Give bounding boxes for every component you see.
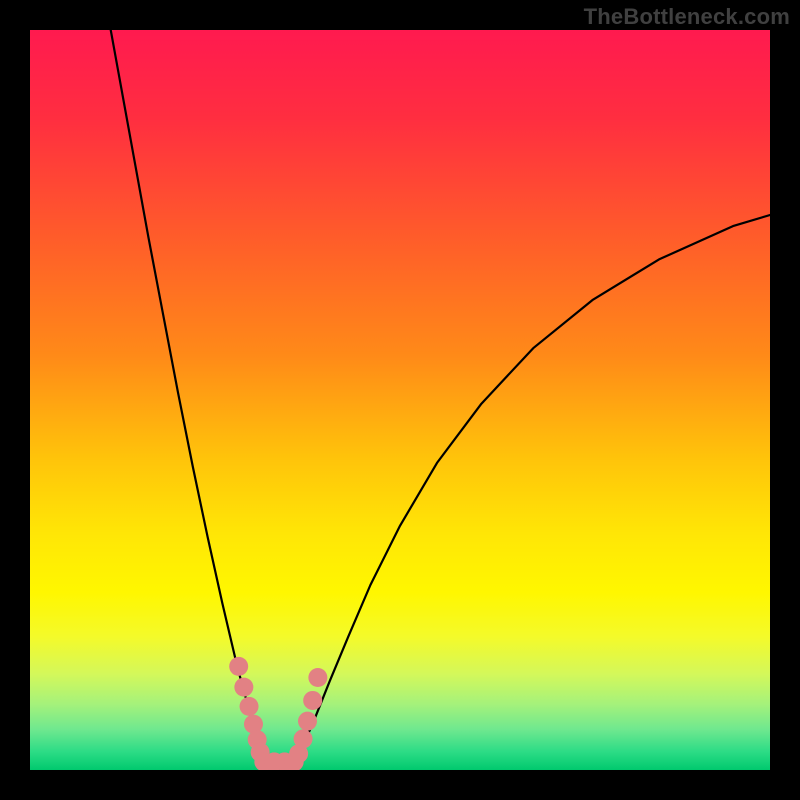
highlight-dot — [303, 691, 322, 710]
highlight-dot — [240, 697, 259, 716]
chart-canvas: TheBottleneck.com — [0, 0, 800, 800]
highlight-dot — [229, 657, 248, 676]
highlight-dot — [234, 678, 253, 697]
gradient-plot-area — [30, 30, 770, 770]
highlight-dot — [298, 712, 317, 731]
highlight-dot — [294, 729, 313, 748]
highlight-dot — [308, 668, 327, 687]
bottleneck-curve-chart — [0, 0, 800, 800]
attribution-text: TheBottleneck.com — [584, 4, 790, 30]
